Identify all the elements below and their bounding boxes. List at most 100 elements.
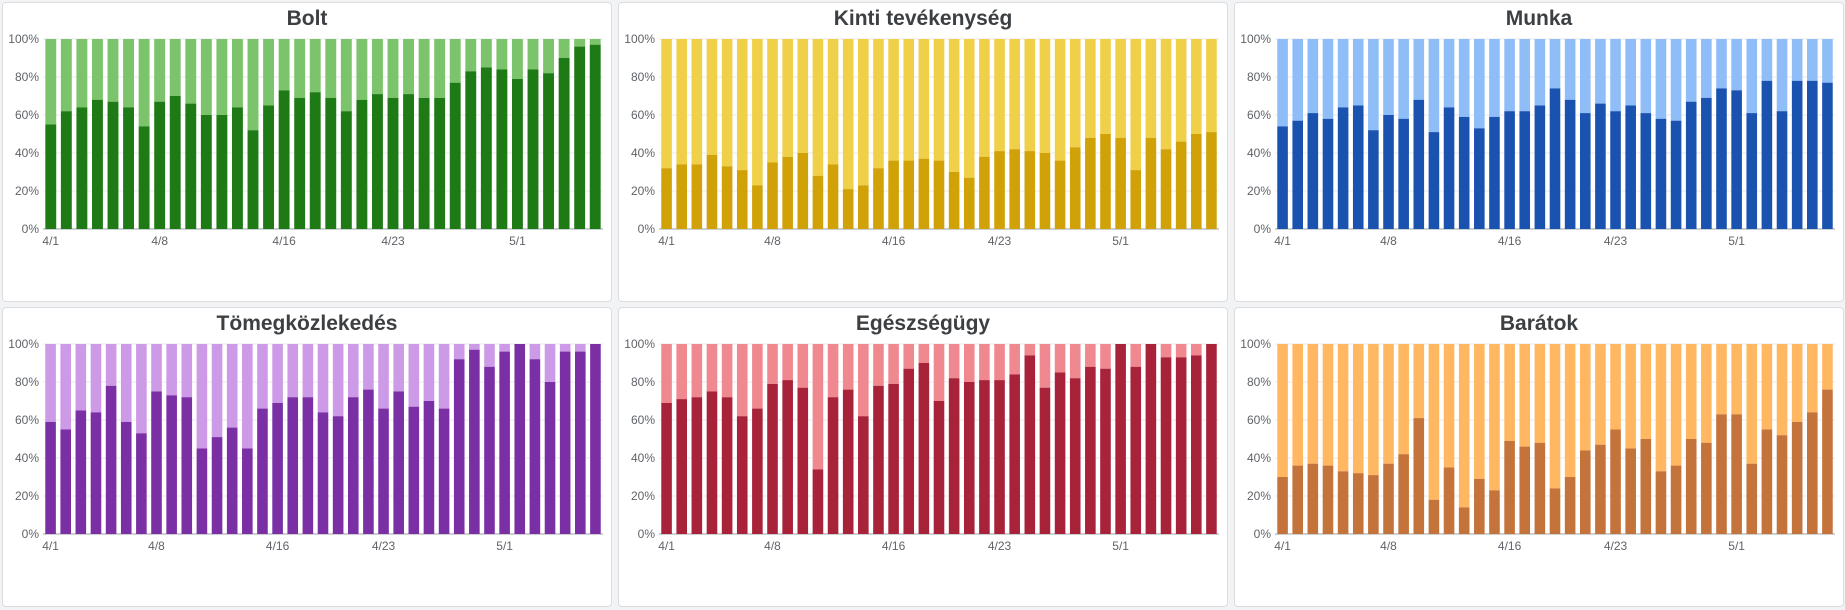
chart-panel-baratok: Barátok 0% 20% 40% 60% 80% 100% 4/1 4/8 4/16 4/23… (1234, 307, 1844, 607)
x-tick-label: 5/1 (496, 539, 513, 553)
y-tick-label: 0% (1254, 527, 1272, 541)
bar-segment-top (903, 344, 915, 369)
x-tick-label: 5/1 (1112, 539, 1129, 553)
bar-segment-top (1776, 39, 1788, 112)
bar-segment-bottom (1458, 116, 1470, 229)
bar-segment-bottom (469, 349, 480, 534)
bar-segment-top (196, 344, 208, 449)
bar-segment-top (92, 39, 103, 100)
bar-segment-bottom (1791, 421, 1803, 534)
bar-segment-top (1130, 39, 1142, 171)
bar-segment-bottom (263, 105, 274, 229)
bar-segment-top (736, 344, 748, 417)
chart-title: Tömegközlekedés (216, 312, 398, 335)
bar-segment-bottom (1130, 366, 1142, 534)
bar-segment-top (827, 39, 839, 165)
bar-segment-bottom (1731, 90, 1742, 229)
bar-segment-bottom (888, 160, 899, 229)
bar-segment-bottom (752, 408, 763, 534)
x-tick-label: 4/8 (1380, 539, 1397, 553)
bar-segment-top (1625, 39, 1636, 106)
bar-segment-bottom (752, 185, 763, 229)
bar-segment-top (332, 344, 344, 417)
bar-segment-bottom (60, 111, 72, 229)
bar-segment-bottom (387, 97, 399, 230)
bar-segment-top (933, 39, 945, 161)
bar-segment-bottom (543, 73, 554, 229)
chart-panel-munka: Munka 0% 20% 40% 60% 80% 100% 4/1 4/8 4/16 4/23 5/… (1234, 2, 1844, 302)
bar-segment-bottom (1160, 357, 1172, 534)
bar-segment-top (484, 344, 495, 367)
bar-segment-top (211, 344, 223, 438)
bar-segment-top (1670, 39, 1682, 121)
bar-segment-top (948, 344, 960, 379)
bar-segment-top (1746, 344, 1758, 464)
x-tick-label: 4/8 (764, 539, 781, 553)
bar-segment-bottom (181, 397, 193, 534)
x-tick-label: 4/1 (658, 539, 675, 553)
bar-segment-top (105, 344, 117, 386)
bar-segment-bottom (1489, 490, 1500, 534)
bar-segment-bottom (948, 172, 960, 229)
bar-segment-top (752, 344, 763, 409)
bar-segment-top (661, 39, 672, 169)
bar-chart-svg: 0% 20% 40% 60% 80% 100% 4/1 4/8 4/16 4/23 5/1 (8, 32, 603, 248)
y-tick-label: 0% (638, 222, 656, 236)
bar-segment-bottom (1685, 101, 1697, 229)
bar-segment-top (169, 39, 181, 96)
bar-segment-bottom (544, 382, 556, 534)
bar-segment-top (574, 39, 586, 47)
bar-segment-bottom (1085, 366, 1096, 534)
bar-segment-bottom (1625, 448, 1636, 534)
bar-segment-bottom (480, 67, 492, 229)
bar-segment-top (278, 39, 290, 91)
y-tick-label: 100% (8, 337, 39, 351)
x-tick-label: 4/16 (882, 234, 906, 248)
bar-segment-top (1277, 344, 1288, 477)
bar-segment-top (226, 344, 238, 428)
x-tick-label: 4/23 (1604, 234, 1628, 248)
bar-segment-top (1100, 39, 1111, 134)
bar-segment-bottom (403, 94, 414, 229)
bar-segment-top (1610, 39, 1621, 112)
bar-segment-bottom (994, 380, 1005, 534)
y-tick-label: 40% (631, 451, 655, 465)
bar-segment-top (1791, 39, 1803, 81)
bar-segment-top (1549, 344, 1561, 489)
bar-segment-top (287, 344, 299, 398)
y-tick-label: 100% (624, 337, 655, 351)
bar-segment-bottom (1383, 115, 1394, 229)
bar-segment-bottom (527, 69, 539, 230)
bar-segment-bottom (294, 97, 306, 230)
bar-segment-bottom (332, 416, 344, 534)
bar-segment-bottom (1655, 118, 1667, 229)
bar-segment-bottom (842, 389, 854, 534)
bar-segment-top (423, 344, 435, 401)
bar-segment-bottom (933, 160, 945, 229)
bar-segment-top (216, 39, 228, 115)
bar-segment-bottom (287, 397, 299, 534)
bar-segment-top (812, 344, 824, 470)
bar-segment-top (1413, 344, 1425, 419)
bar-segment-bottom (1610, 111, 1621, 229)
bar-segment-top (676, 344, 687, 400)
bar-segment-top (736, 39, 748, 171)
bar-segment-bottom (423, 401, 435, 534)
bar-segment-top (1024, 39, 1036, 152)
bar-segment-top (200, 39, 212, 115)
bar-segment-top (1731, 39, 1742, 91)
bar-segment-bottom (278, 90, 290, 229)
bar-segment-top (1398, 344, 1409, 455)
bar-segment-bottom (1549, 88, 1561, 230)
y-tick-label: 20% (15, 184, 39, 198)
bar-segment-bottom (1579, 113, 1591, 229)
bar-segment-top (232, 39, 243, 108)
bar-chart-svg: 0% 20% 40% 60% 80% 100% 4/1 4/8 4/16 4/23 5/1 (624, 337, 1219, 553)
bar-segment-top (1776, 344, 1788, 436)
bar-segment-top (387, 39, 399, 98)
bar-segment-top (918, 344, 930, 363)
bar-segment-bottom (1428, 499, 1440, 534)
bar-segment-top (873, 39, 884, 169)
bar-segment-bottom (1307, 463, 1319, 534)
bar-segment-bottom (1701, 97, 1712, 230)
